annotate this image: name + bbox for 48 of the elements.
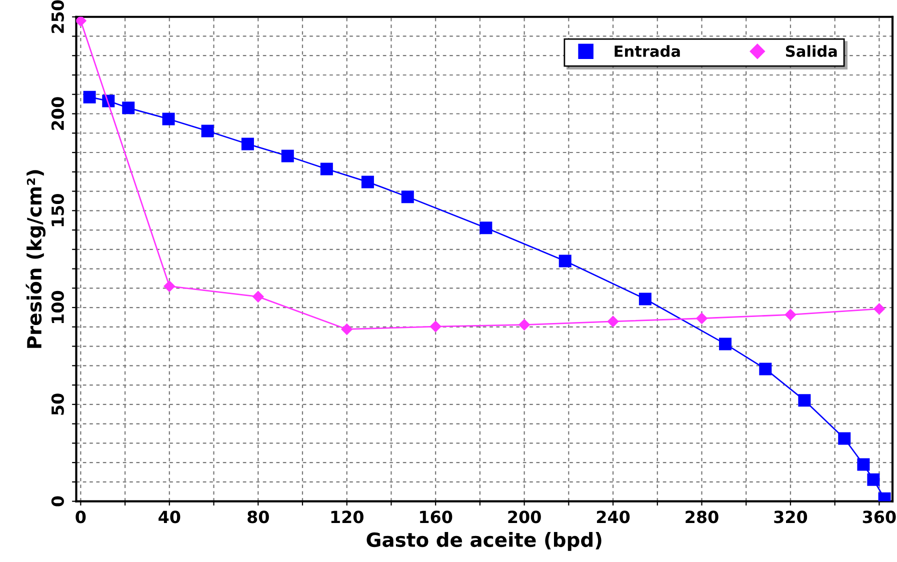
y-tick-label: 0 [51,496,64,506]
x-tick-label: 40 [158,510,180,524]
y-tick-label: 50 [51,394,64,415]
x-tick-label: 240 [596,510,630,524]
point [558,254,572,268]
x-tick-label: 120 [331,510,364,524]
point [320,162,333,176]
point [696,312,708,324]
point [162,112,175,126]
x-tick-label: 160 [420,510,452,524]
y-axis-title: Presión (kg/cm²) [26,170,46,348]
point [518,319,530,330]
y-tick-label: 100 [51,290,64,324]
y-tick-label: 150 [51,194,64,226]
point [83,90,96,104]
point [480,222,492,234]
point [719,338,732,350]
point [759,362,772,376]
x-tick-label: 0 [76,510,86,524]
x-tick-label: 80 [248,510,269,524]
point [874,303,885,314]
x-tick-label: 200 [508,510,541,524]
point [784,309,796,320]
point [638,292,652,306]
point [838,432,851,445]
x-tick-label: 360 [862,510,896,524]
point [341,324,352,335]
y-tick-label: 200 [51,97,64,130]
point [164,280,176,292]
point [241,138,254,150]
point [76,16,86,26]
point [281,150,294,162]
x-tick-label: 320 [774,510,808,524]
point [122,102,135,114]
point [867,473,880,486]
point [607,316,619,328]
point [798,394,811,407]
x-axis-title: Gasto de aceite (bpd) [366,532,602,551]
point [361,176,374,188]
legend-label: Salida [786,45,837,57]
point [430,320,442,332]
legend-label: Entrada [614,45,680,57]
point [401,190,414,204]
x-tick-label: 280 [686,510,718,524]
point [252,291,264,302]
y-tick-label: 250 [51,0,64,33]
point [857,458,870,471]
point [201,124,214,138]
